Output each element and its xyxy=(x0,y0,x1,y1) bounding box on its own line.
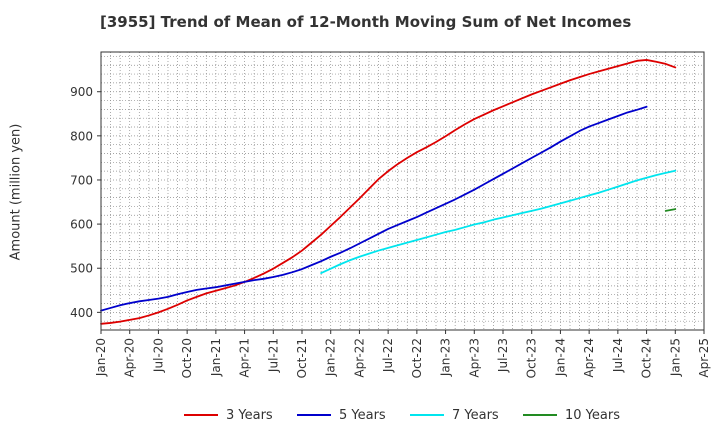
y-tick-label: 800 xyxy=(70,129,93,143)
legend: 3 Years 5 Years 7 Years 10 Years xyxy=(0,405,720,425)
x-tick-label: Apr-24 xyxy=(582,338,596,378)
y-tick-label: 600 xyxy=(70,218,93,232)
x-tick-label: Jan-25 xyxy=(668,338,682,377)
x-tick-label: Oct-20 xyxy=(180,338,194,378)
x-tick-label: Jan-22 xyxy=(324,338,338,377)
x-tick-label: Oct-23 xyxy=(525,338,539,378)
chart-title: [3955] Trend of Mean of 12-Month Moving … xyxy=(100,13,632,31)
x-tick-label: Jul-22 xyxy=(381,338,395,373)
plot-frame xyxy=(100,51,705,331)
axes: 400 500 600 700 800 900 Jan-20 Apr-20 Jul-20 Oct-… xyxy=(70,85,711,378)
legend-swatch xyxy=(297,414,331,416)
x-tick-label: Oct-21 xyxy=(295,338,309,378)
legend-swatch xyxy=(184,414,218,416)
x-tick-label: Oct-24 xyxy=(640,338,654,378)
legend-item: 10 Years xyxy=(523,405,620,425)
x-tick-label: Apr-21 xyxy=(238,338,252,378)
x-tick-label: Jul-20 xyxy=(151,338,165,373)
x-tick-label: Jan-24 xyxy=(553,338,567,377)
y-tick-label: 900 xyxy=(70,85,93,99)
x-tick-label: Jul-23 xyxy=(496,338,510,373)
series-line-10-years xyxy=(664,208,677,212)
legend-item: 3 Years xyxy=(184,405,273,425)
legend-swatch xyxy=(410,414,444,416)
legend-label: 7 Years xyxy=(452,407,499,423)
legend-swatch xyxy=(523,414,557,416)
x-tick-label: Jan-21 xyxy=(209,338,223,377)
x-tick-label: Jul-24 xyxy=(611,338,625,373)
y-tick-label: 500 xyxy=(70,262,93,276)
y-tick-label: 400 xyxy=(70,306,93,320)
series-lines xyxy=(100,59,677,325)
x-tick-label: Apr-23 xyxy=(467,338,481,378)
series-line-3-years xyxy=(100,59,677,325)
series-line-7-years xyxy=(320,169,677,274)
legend-label: 3 Years xyxy=(226,407,273,423)
legend-label: 10 Years xyxy=(565,407,620,423)
x-tick-label: Oct-22 xyxy=(410,338,424,378)
x-tick-label: Jan-20 xyxy=(94,338,108,377)
series-line-5-years xyxy=(100,105,648,312)
x-tick-label: Jan-23 xyxy=(439,338,453,377)
x-tick-label: Apr-22 xyxy=(352,338,366,378)
x-tick-label: Jul-21 xyxy=(266,338,280,373)
legend-item: 7 Years xyxy=(410,405,499,425)
y-tick-label: 700 xyxy=(70,173,93,187)
x-tick-label: Apr-20 xyxy=(123,338,137,378)
x-tick-label: Apr-25 xyxy=(697,338,711,378)
legend-label: 5 Years xyxy=(339,407,386,423)
legend-item: 5 Years xyxy=(297,405,386,425)
grid xyxy=(101,52,704,330)
